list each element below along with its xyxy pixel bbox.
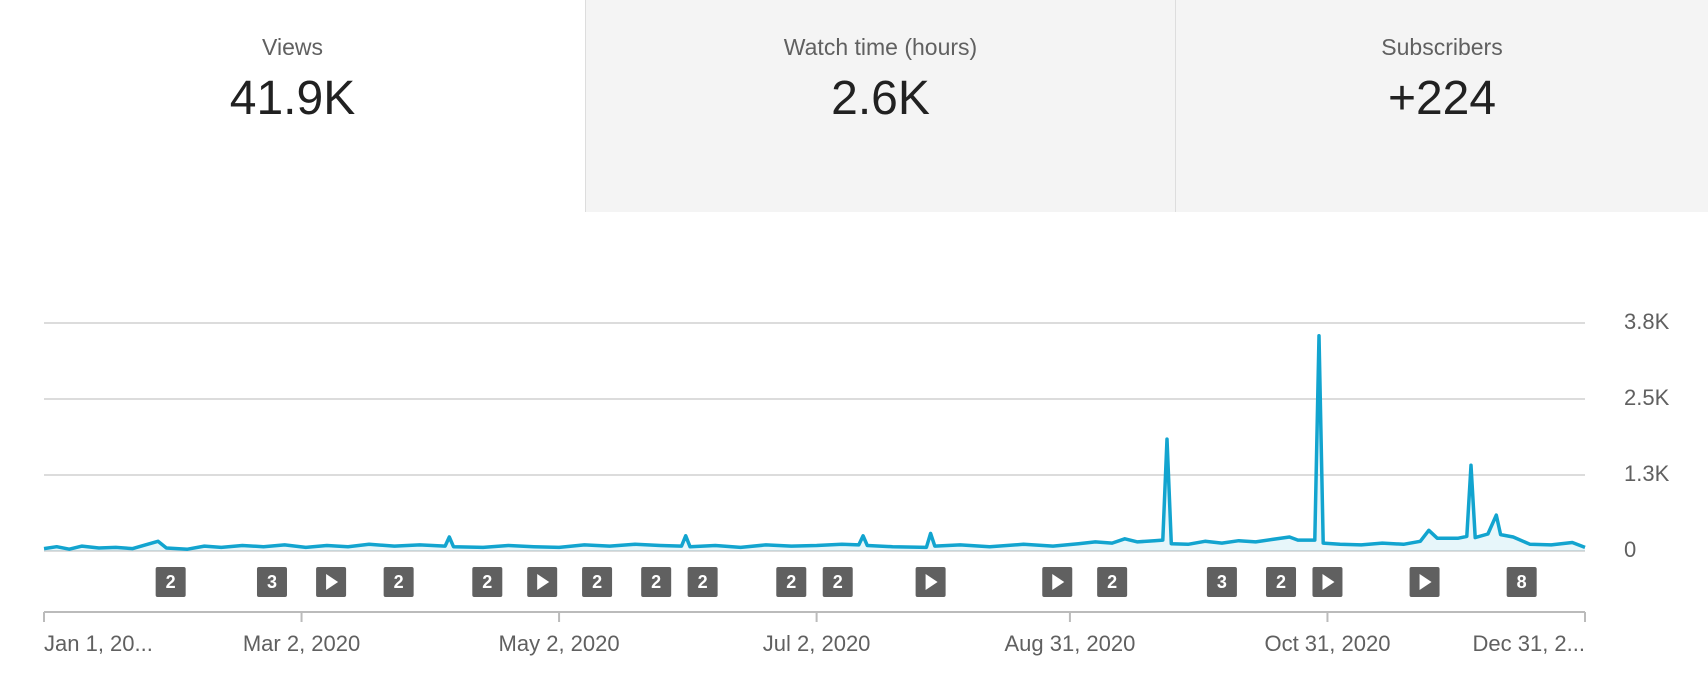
- metric-value: 41.9K: [229, 72, 356, 125]
- upload-marker[interactable]: 3: [256, 567, 287, 597]
- marker-count: 2: [394, 572, 404, 592]
- x-tick-label: May 2, 2020: [499, 631, 620, 656]
- upload-marker[interactable]: 2: [641, 567, 672, 597]
- chart: 0 1.3K 2.5K 3.8K Jan 1, 20... Mar 2, 2020 May …: [43, 309, 1670, 656]
- upload-marker[interactable]: 2: [383, 567, 414, 597]
- upload-marker[interactable]: 2: [582, 567, 613, 597]
- upload-marker[interactable]: 2: [472, 567, 503, 597]
- upload-marker[interactable]: [527, 567, 558, 597]
- marker-count: 2: [786, 572, 796, 592]
- marker-box: [1206, 567, 1237, 597]
- marker-box: [1097, 567, 1128, 597]
- marker-count: 2: [651, 572, 661, 592]
- metric-tab[interactable]: Views 41.9K: [0, 0, 585, 212]
- y-tick-label: 1.3K: [1624, 461, 1670, 486]
- upload-marker[interactable]: 2: [776, 567, 807, 597]
- marker-box: [687, 567, 718, 597]
- y-tick-label: 2.5K: [1624, 385, 1670, 410]
- upload-marker[interactable]: 2: [822, 567, 853, 597]
- marker-count: 2: [833, 572, 843, 592]
- upload-marker[interactable]: [915, 567, 946, 597]
- marker-box: [1506, 567, 1537, 597]
- upload-marker[interactable]: 2: [1097, 567, 1128, 597]
- marker-count: 3: [267, 572, 277, 592]
- x-tick-label: Oct 31, 2020: [1264, 631, 1390, 656]
- metric-label: Subscribers: [1381, 34, 1503, 60]
- marker-count: 2: [1107, 572, 1117, 592]
- upload-marker[interactable]: [316, 567, 347, 597]
- play-icon: [1419, 574, 1432, 590]
- marker-box: [776, 567, 807, 597]
- metric-label: Watch time (hours): [783, 34, 978, 60]
- play-icon: [1052, 574, 1065, 590]
- marker-count: 2: [698, 572, 708, 592]
- y-tick-label: 0: [1624, 537, 1636, 562]
- upload-marker[interactable]: 2: [155, 567, 186, 597]
- x-tick-label: Jul 2, 2020: [763, 631, 871, 656]
- x-tick-label: Jan 1, 20...: [44, 631, 153, 656]
- play-icon: [925, 574, 938, 590]
- marker-box: [383, 567, 414, 597]
- x-tick-label: Aug 31, 2020: [1004, 631, 1135, 656]
- marker-count: 2: [166, 572, 176, 592]
- marker-count: 2: [1276, 572, 1286, 592]
- upload-marker[interactable]: [1409, 567, 1440, 597]
- metric-tabs: Views 41.9K Watch time (hours) 2.6K Subs…: [0, 0, 1708, 212]
- metric-tab[interactable]: Watch time (hours) 2.6K: [585, 0, 1175, 212]
- marker-box: [641, 567, 672, 597]
- marker-box: [256, 567, 287, 597]
- metric-label: Views: [262, 34, 323, 60]
- metric-value: 2.6K: [831, 72, 930, 125]
- metric-value: +224: [1387, 72, 1497, 125]
- play-icon: [326, 574, 339, 590]
- marker-box: [472, 567, 503, 597]
- marker-box: [582, 567, 613, 597]
- marker-count: 3: [1217, 572, 1227, 592]
- marker-count: 8: [1517, 572, 1527, 592]
- x-tick-label: Mar 2, 2020: [243, 631, 360, 656]
- play-icon: [1322, 574, 1335, 590]
- marker-box: [822, 567, 853, 597]
- marker-count: 2: [592, 572, 602, 592]
- area: [44, 335, 1585, 551]
- marker-box: [155, 567, 186, 597]
- line: [43, 334, 1586, 551]
- upload-marker[interactable]: 2: [1266, 567, 1297, 597]
- upload-marker[interactable]: 3: [1206, 567, 1237, 597]
- upload-marker[interactable]: 8: [1506, 567, 1537, 597]
- marker-count: 2: [482, 572, 492, 592]
- marker-box: [1266, 567, 1297, 597]
- upload-marker[interactable]: [1312, 567, 1343, 597]
- metric-tab[interactable]: Subscribers +224: [1175, 0, 1708, 212]
- upload-marker[interactable]: [1042, 567, 1073, 597]
- upload-marker[interactable]: 2: [687, 567, 718, 597]
- play-icon: [537, 574, 550, 590]
- y-tick-label: 3.8K: [1624, 309, 1670, 334]
- x-tick-label: Dec 31, 2...: [1472, 631, 1585, 656]
